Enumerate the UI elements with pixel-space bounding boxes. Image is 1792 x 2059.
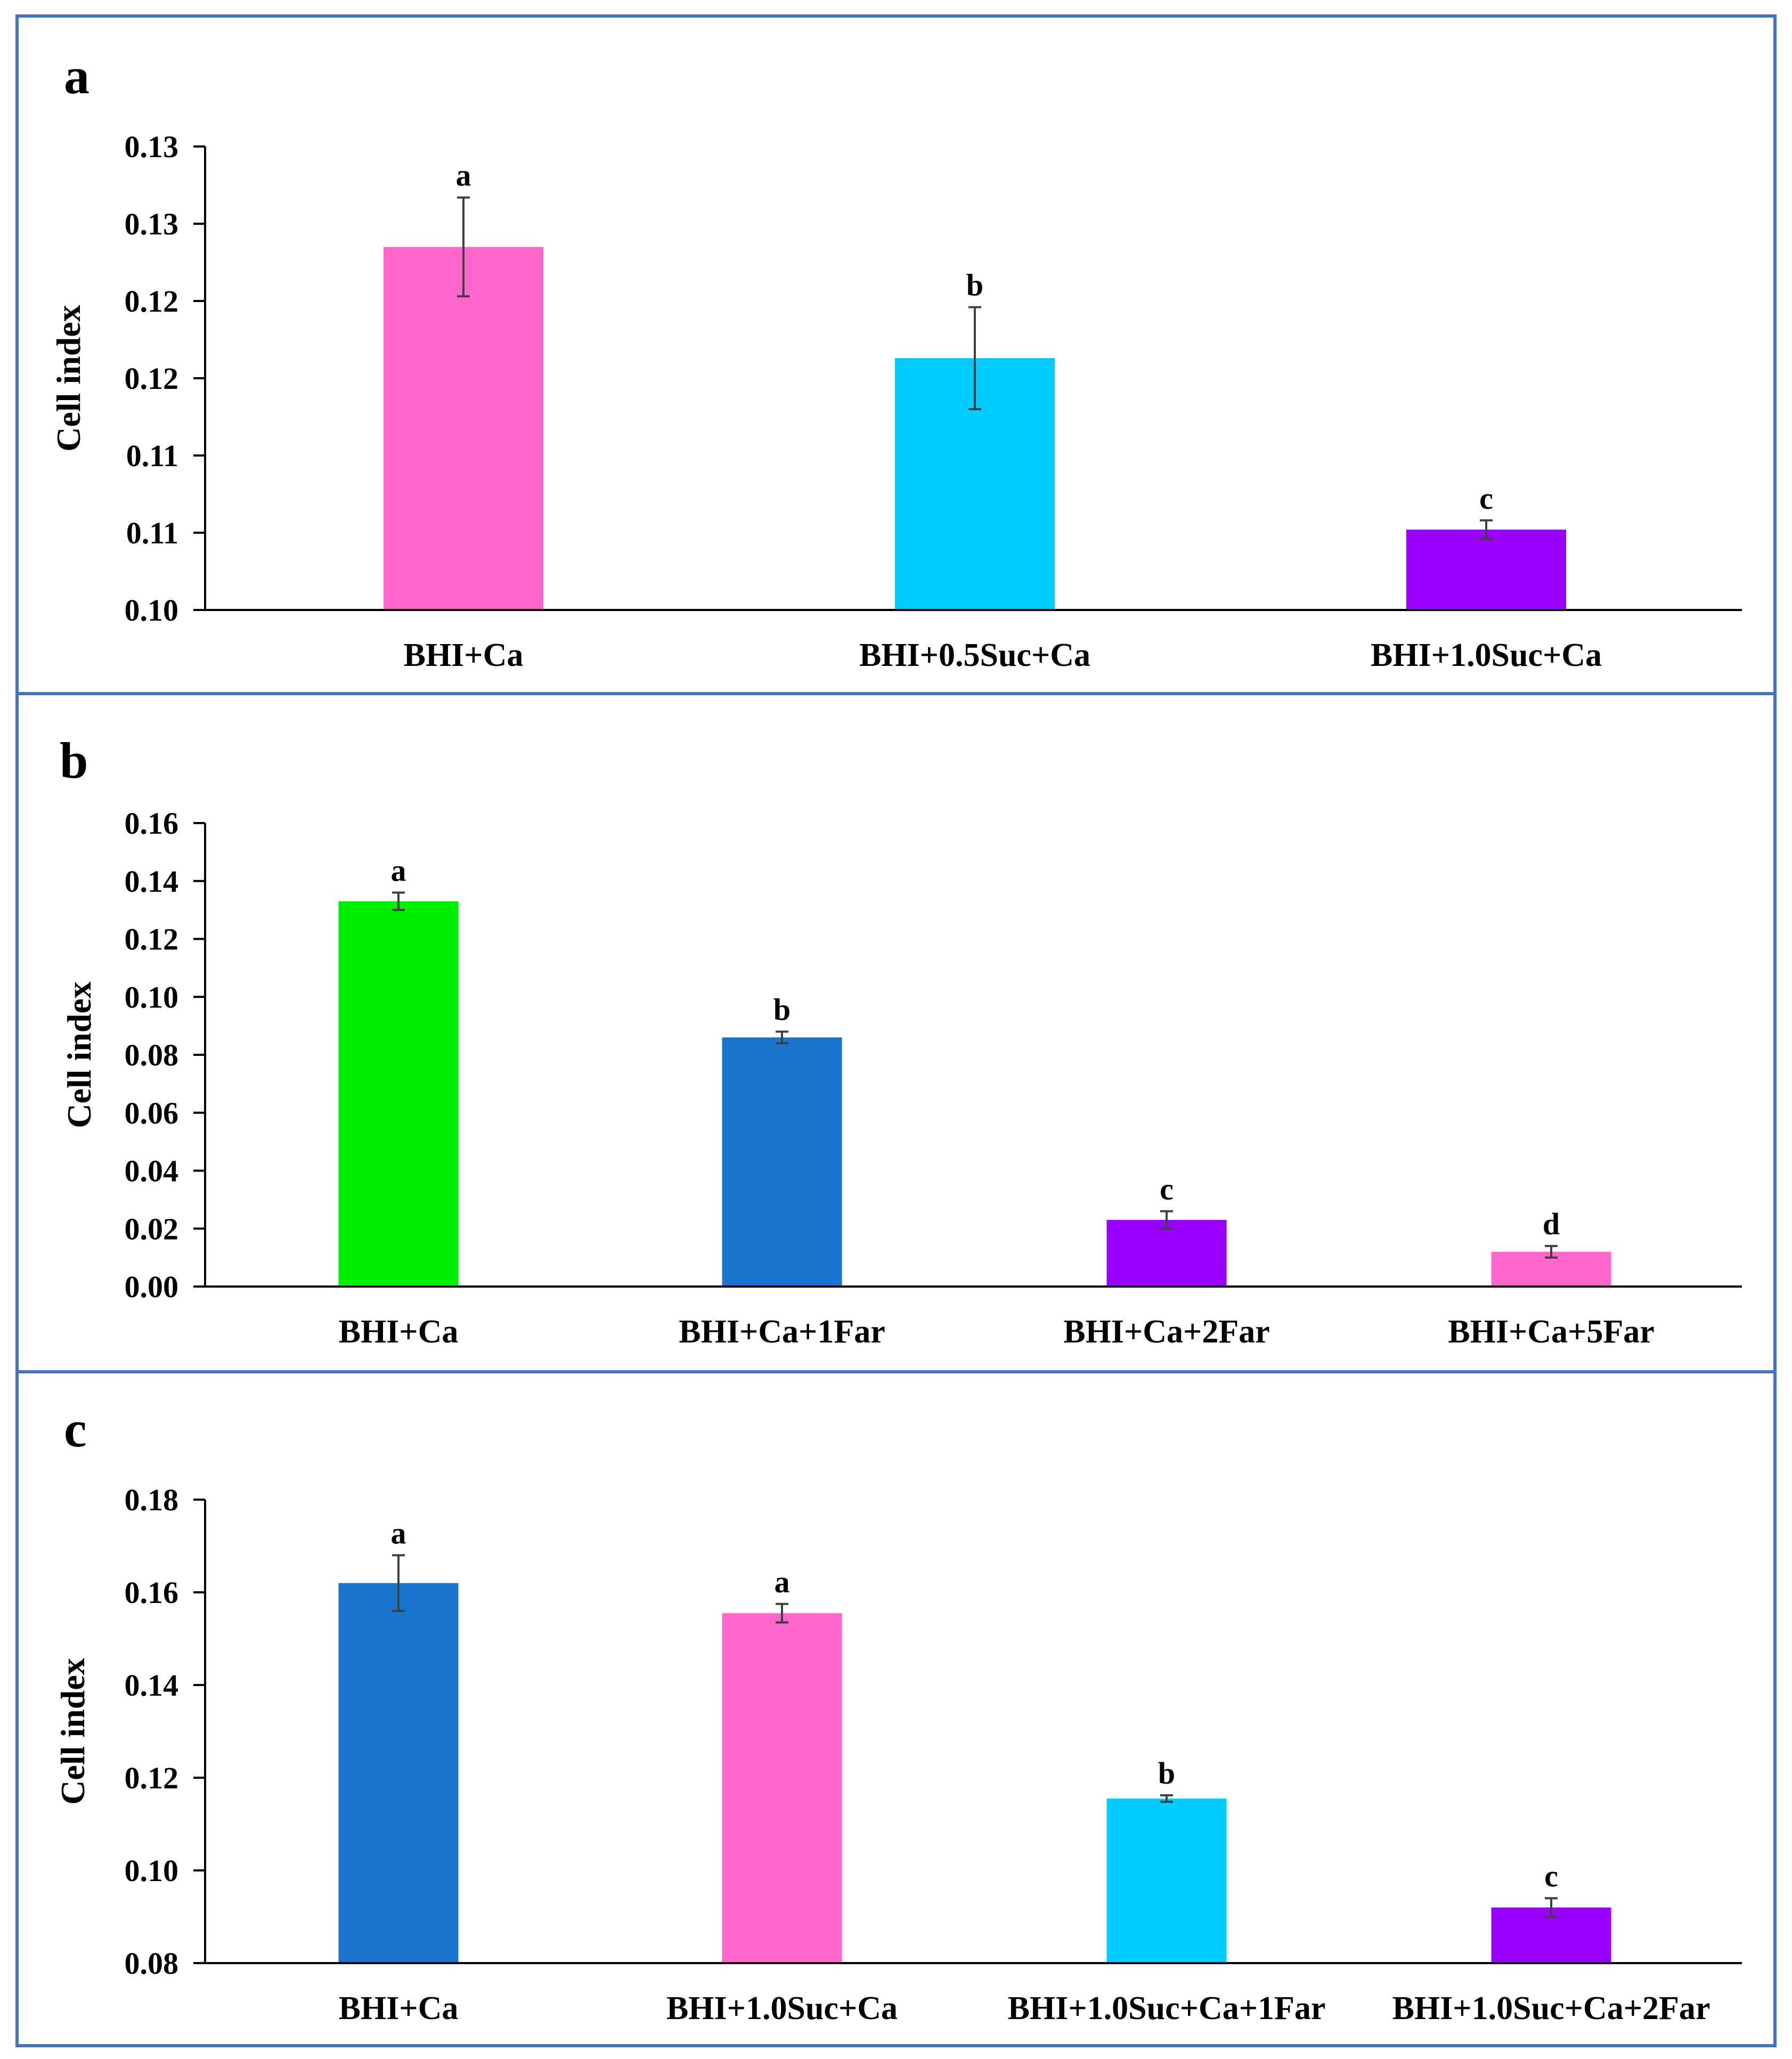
significance-letter: c xyxy=(1160,1172,1174,1207)
bar xyxy=(722,1613,842,1963)
y-tick-label: 0.11 xyxy=(126,516,178,550)
category-label: BHI+1.0Suc+Ca+1Far xyxy=(1008,1990,1326,2027)
y-tick-label: 0.06 xyxy=(125,1096,179,1130)
y-tick-label: 0.02 xyxy=(125,1211,179,1246)
significance-letter: b xyxy=(966,268,983,303)
y-axis-title: Cell index xyxy=(50,305,87,452)
category-label: BHI+1.0Suc+Ca xyxy=(666,1990,898,2027)
significance-letter: d xyxy=(1543,1207,1560,1241)
bar xyxy=(1106,1798,1227,1963)
panel-a: a 0.10 0.11 0.11 0.12 0.12 0.13 0.13 Cell index a… xyxy=(50,47,1742,673)
category-label: BHI+Ca xyxy=(404,637,524,673)
figure-border xyxy=(15,14,1777,2047)
significance-letter: c xyxy=(1479,481,1493,516)
y-tick-label: 0.16 xyxy=(125,1575,179,1610)
y-tick-label: 0.11 xyxy=(126,438,178,473)
bar xyxy=(338,901,459,1287)
y-tick-label: 0.12 xyxy=(125,361,179,396)
y-tick-label: 0.00 xyxy=(125,1269,179,1304)
y-tick-label: 0.13 xyxy=(125,129,179,164)
category-label: BHI+0.5Suc+Ca xyxy=(859,637,1090,673)
panel-c: c 0.08 0.10 0.12 0.14 0.16 0.18 Cell index a BHI+… xyxy=(54,1401,1742,2027)
y-tick-label: 0.16 xyxy=(125,806,179,841)
significance-letter: a xyxy=(456,158,471,193)
y-tick-label: 0.12 xyxy=(125,284,179,319)
category-label: BHI+1.0Suc+Ca+2Far xyxy=(1392,1990,1710,2027)
panel-b: b 0.00 0.02 0.04 0.06 0.08 0.10 0.12 0.14 0.16 Cel… xyxy=(60,732,1742,1350)
y-tick-label: 0.10 xyxy=(125,1853,179,1888)
y-tick-label: 0.04 xyxy=(125,1154,179,1189)
y-tick-label: 0.08 xyxy=(125,1038,179,1072)
significance-letter: a xyxy=(391,1516,406,1550)
y-tick-label: 0.14 xyxy=(125,1668,179,1703)
category-label: BHI+Ca+5Far xyxy=(1448,1314,1655,1350)
bar xyxy=(1406,530,1566,610)
y-axis-title: Cell index xyxy=(60,981,98,1128)
significance-letter: c xyxy=(1544,1859,1558,1893)
category-label: BHI+Ca xyxy=(339,1314,459,1350)
panel-letter: a xyxy=(64,47,89,104)
y-tick-label: 0.10 xyxy=(125,593,179,628)
significance-letter: b xyxy=(1158,1756,1175,1791)
significance-letter: a xyxy=(775,1565,790,1599)
y-tick-label: 0.12 xyxy=(125,922,179,957)
y-tick-label: 0.10 xyxy=(125,980,179,1014)
bar xyxy=(338,1583,459,1963)
category-label: BHI+Ca xyxy=(339,1990,459,2027)
bar xyxy=(722,1037,842,1287)
category-label: BHI+Ca+1Far xyxy=(679,1314,885,1350)
y-tick-label: 0.08 xyxy=(125,1946,179,1981)
bar xyxy=(1106,1219,1227,1287)
panel-frames xyxy=(15,14,1777,2047)
y-tick-label: 0.14 xyxy=(125,864,179,899)
y-tick-label: 0.18 xyxy=(125,1483,179,1517)
significance-letter: a xyxy=(391,853,406,888)
panel-letter: c xyxy=(64,1401,87,1458)
y-tick-label: 0.12 xyxy=(125,1761,179,1795)
y-axis-title: Cell index xyxy=(54,1658,92,1805)
y-tick-label: 0.13 xyxy=(125,207,179,241)
category-label: BHI+Ca+2Far xyxy=(1063,1314,1270,1350)
significance-letter: b xyxy=(773,992,791,1027)
bar xyxy=(384,247,543,610)
panel-letter: b xyxy=(60,732,88,789)
category-label: BHI+1.0Suc+Ca xyxy=(1371,637,1602,673)
